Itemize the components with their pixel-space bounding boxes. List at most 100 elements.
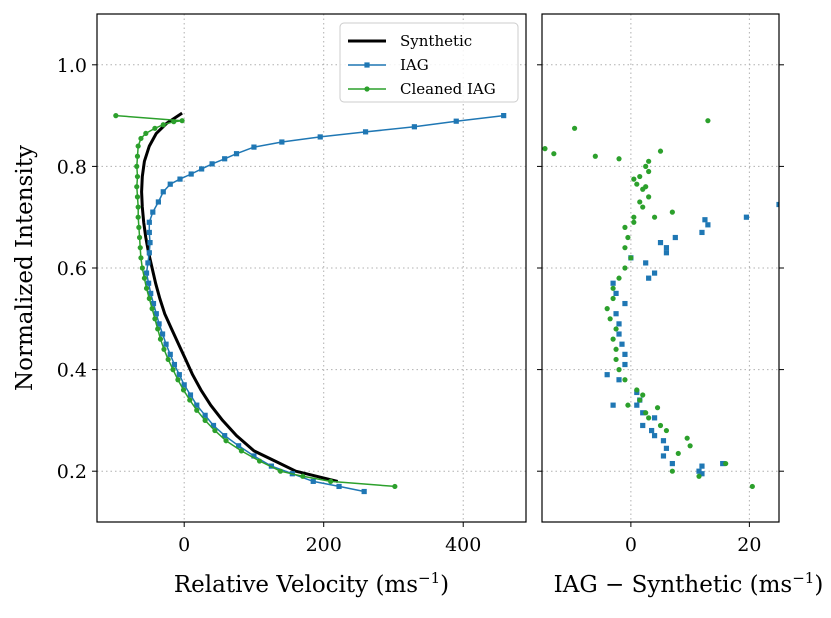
right-point-cleaned-iag (637, 397, 643, 403)
right-point-cleaned-iag (607, 316, 613, 322)
left-point-iag (167, 181, 173, 187)
left-x-tick-label: 0 (178, 534, 190, 556)
left-point-iag (156, 321, 162, 327)
left-point-iag (251, 144, 257, 150)
right-point-iag (660, 438, 667, 444)
right-point-cleaned-iag (696, 473, 702, 479)
right-point-iag (743, 214, 750, 220)
left-point-iag (146, 250, 152, 256)
right-point-cleaned-iag (571, 125, 578, 131)
left-point-iag (199, 166, 205, 172)
left-point-iag (188, 171, 194, 177)
left-point-cleaned-iag (165, 356, 171, 363)
right-point-iag (663, 245, 670, 251)
left-series-line-cleaned-iag (115, 114, 395, 488)
left-point-cleaned-iag (212, 427, 218, 434)
left-point-cleaned-iag (161, 346, 167, 352)
legend-label-cleaned-iag: Cleaned IAG (400, 80, 496, 98)
right-point-iag (616, 377, 622, 383)
left-point-cleaned-iag (160, 122, 166, 128)
right-point-cleaned-iag (646, 168, 652, 175)
right-point-cleaned-iag (663, 427, 670, 434)
right-x-tick-label: 0 (625, 534, 637, 556)
right-point-cleaned-iag (616, 367, 622, 373)
left-point-cleaned-iag (135, 143, 141, 149)
left-point-iag (171, 361, 178, 368)
left-point-cleaned-iag (300, 473, 306, 479)
right-point-iag (622, 361, 628, 368)
left-point-iag (155, 199, 161, 205)
left-point-iag (146, 219, 152, 225)
right-point-cleaned-iag (749, 483, 755, 490)
left-point-cleaned-iag (134, 184, 140, 190)
right-point-cleaned-iag (628, 255, 634, 261)
left-point-iag (411, 124, 417, 130)
left-point-iag (453, 118, 459, 124)
y-tick-label: 0.2 (57, 461, 87, 483)
right-point-iag (616, 321, 622, 327)
left-point-iag (251, 453, 257, 459)
left-point-iag (202, 412, 208, 418)
right-point-cleaned-iag (646, 194, 652, 200)
left-panel: 0 200 400 0.2 0.4 0.6 0.8 1.0 (57, 13, 527, 556)
left-point-cleaned-iag (134, 153, 141, 159)
right-panel: 0 20 (537, 13, 784, 556)
y-tick-label: 0.4 (57, 360, 87, 382)
left-point-cleaned-iag (171, 119, 177, 125)
right-point-cleaned-iag (637, 173, 643, 180)
right-point-iag (651, 433, 658, 439)
left-point-cleaned-iag (170, 367, 176, 373)
left-point-cleaned-iag (146, 295, 152, 302)
left-point-iag (187, 392, 194, 398)
right-point-iag (649, 427, 655, 434)
right-point-iag (640, 410, 646, 416)
left-point-iag (361, 488, 367, 495)
left-point-cleaned-iag (134, 163, 140, 169)
right-point-iag (696, 468, 702, 474)
left-x-tick-label: 400 (445, 534, 481, 556)
right-point-iag (672, 234, 678, 241)
right-point-iag (657, 240, 664, 246)
left-point-iag (236, 443, 242, 449)
right-point-cleaned-iag (646, 158, 652, 164)
left-point-cleaned-iag (139, 265, 145, 271)
right-point-iag (646, 275, 652, 281)
y-tick-label: 0.6 (57, 258, 87, 280)
left-x-tick-label: 200 (306, 534, 342, 556)
right-point-cleaned-iag (622, 377, 628, 383)
left-point-iag (153, 311, 159, 317)
left-axes-frame (96, 13, 527, 523)
left-series-line-iag (145, 114, 504, 493)
left-point-cleaned-iag (187, 397, 193, 403)
left-point-cleaned-iag (141, 275, 148, 281)
left-point-iag (159, 331, 166, 337)
right-point-cleaned-iag (651, 214, 658, 220)
left-point-iag (279, 139, 285, 145)
legend: Synthetic IAG Cleaned IAG (339, 22, 519, 103)
right-point-cleaned-iag (634, 387, 640, 393)
right-point-iag (663, 445, 670, 451)
right-point-iag (619, 341, 625, 347)
left-point-iag (181, 382, 187, 388)
left-point-cleaned-iag (113, 113, 119, 119)
left-point-cleaned-iag (328, 478, 334, 484)
right-point-iag (699, 471, 705, 477)
right-point-cleaned-iag (675, 450, 681, 457)
left-point-iag (146, 280, 152, 286)
right-point-cleaned-iag (640, 204, 646, 210)
left-point-iag (150, 300, 157, 307)
legend-box (339, 22, 519, 103)
right-point-cleaned-iag (610, 295, 616, 302)
left-point-cleaned-iag (238, 448, 244, 454)
left-series-line-synthetic (140, 111, 339, 483)
left-point-cleaned-iag (149, 306, 155, 312)
left-point-iag (209, 161, 215, 167)
left-point-cleaned-iag (202, 417, 208, 423)
left-point-cleaned-iag (277, 468, 284, 474)
right-point-cleaned-iag (604, 306, 610, 312)
left-point-iag (167, 351, 173, 357)
right-point-iag (699, 229, 705, 236)
right-x-axis-label: IAG − Synthetic (ms−1) (554, 569, 824, 598)
left-point-iag (143, 270, 150, 276)
